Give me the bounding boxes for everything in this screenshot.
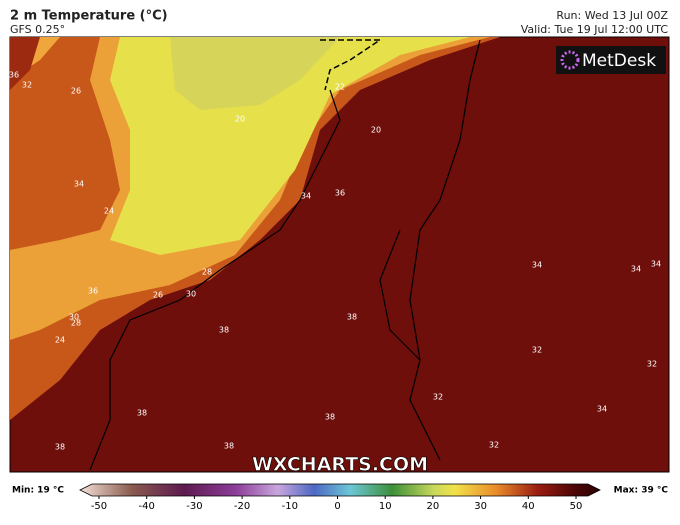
contour-label: 34 (532, 261, 542, 270)
contour-label: 30 (69, 313, 79, 322)
tick-label: -40 (139, 501, 155, 512)
contour-label: 38 (219, 326, 229, 335)
contour-label: 38 (325, 413, 335, 422)
contour-label: 34 (631, 265, 641, 274)
tick-label: 50 (570, 501, 583, 512)
contour-label: 36 (88, 287, 98, 296)
tick-label: -10 (282, 501, 298, 512)
contour-label: 38 (347, 313, 357, 322)
contour-label: 28 (71, 319, 81, 328)
tick-label: 20 (427, 501, 440, 512)
title: 2 m Temperature (°C) (10, 9, 168, 24)
contour-label: 38 (55, 443, 65, 452)
contour-label: 34 (651, 260, 661, 269)
tick-label: 10 (379, 501, 392, 512)
contour-label: 26 (153, 291, 163, 300)
valid: Valid: Tue 19 Jul 12:00 UTC (521, 23, 669, 36)
contour-label: 20 (371, 126, 381, 135)
contour-label: 24 (55, 336, 65, 345)
contour-label: 34 (74, 180, 84, 189)
subtitle: GFS 0.25° (10, 23, 65, 36)
min-label: Min: 19 °C (12, 486, 64, 496)
run: Run: Wed 13 Jul 00Z (556, 9, 668, 22)
contour-label: 38 (224, 442, 234, 451)
contour-label: 22 (335, 83, 345, 92)
tick-label: 30 (474, 501, 487, 512)
tick-label: -30 (186, 501, 202, 512)
contour-label: 32 (647, 360, 657, 369)
contour-label: 38 (137, 409, 147, 418)
contour-label: 36 (9, 71, 19, 80)
contour-label: 34 (597, 405, 607, 414)
contour-label: 32 (532, 346, 542, 355)
tick-label: -50 (91, 501, 107, 512)
map (9, 36, 670, 473)
contour-label: 26 (71, 87, 81, 96)
logo-text: MetDesk (582, 51, 656, 71)
contour-label: 24 (104, 207, 114, 216)
contour-label: 28 (202, 268, 212, 277)
contour-label: 32 (489, 441, 499, 450)
contour-label: 30 (186, 290, 196, 299)
max-label: Max: 39 °C (614, 486, 669, 496)
tick-label: 0 (334, 501, 340, 512)
tick-label: -20 (234, 501, 250, 512)
contour-label: 34 (301, 192, 311, 201)
contour-label: 36 (335, 189, 345, 198)
logo: MetDesk (556, 46, 666, 74)
contour-label: 32 (22, 81, 32, 90)
contour-label: 32 (433, 393, 443, 402)
colorbar (79, 483, 601, 497)
tick-label: 40 (522, 501, 535, 512)
watermark: WXCHARTS.COM (252, 454, 428, 476)
contour-label: 20 (235, 115, 245, 124)
